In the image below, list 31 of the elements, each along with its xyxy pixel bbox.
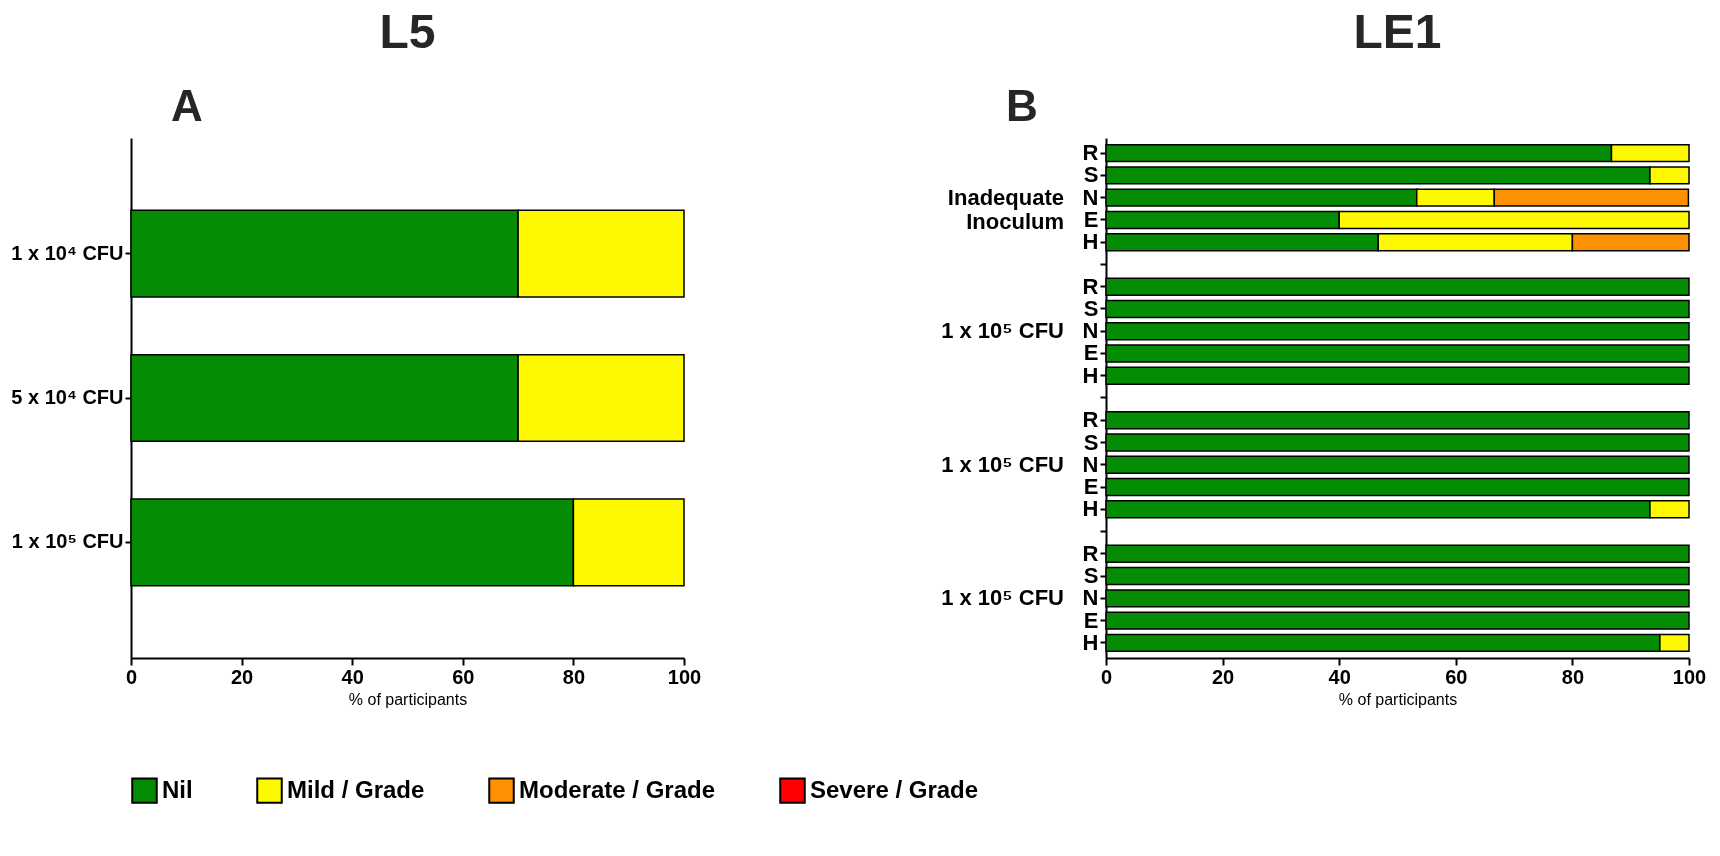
text: Inadequate Inoculum	[947, 184, 1064, 234]
x-tick-label: 100	[1672, 665, 1707, 688]
chart-subtitle: A	[171, 81, 203, 130]
x-tick-label: 40	[1328, 665, 1351, 688]
text: 1 x 10⁵ CFU	[941, 318, 1064, 344]
y-tick-label: H	[1082, 229, 1099, 255]
x-tick-label: 80	[1561, 665, 1585, 688]
x-axis-title: % of participants	[1338, 690, 1458, 708]
x-tick-label: 100	[667, 665, 702, 688]
y-tick-label: R	[1082, 540, 1099, 566]
x-tick-label: 40	[341, 665, 364, 688]
legend-label: Severe / Grade	[810, 775, 979, 803]
legend-label: Moderate / Grade	[519, 775, 716, 803]
x-tick-label: 80	[562, 665, 586, 688]
legend-label: Nil	[162, 775, 193, 803]
x-tick-label: 0	[1100, 665, 1113, 688]
legend-label: Mild / Grade	[287, 775, 425, 803]
y-tick-label: 5 x 10⁴ CFU	[11, 386, 124, 408]
x-tick-label: 60	[452, 665, 475, 688]
x-axis-title: % of participants	[348, 690, 468, 708]
y-tick-label: 1 x 10⁴ CFU	[11, 241, 124, 264]
text: 1 x 10⁵ CFU	[941, 451, 1064, 477]
x-tick-label: 0	[125, 665, 138, 688]
x-tick-label: 20	[1211, 665, 1235, 688]
chart-subtitle: B	[1006, 81, 1038, 130]
y-tick-label: 1 x 10⁵ CFU	[11, 530, 124, 553]
x-tick-label: 20	[230, 665, 254, 688]
chart-title: LE1	[1353, 5, 1442, 58]
x-tick-label: 60	[1445, 665, 1468, 688]
chart-title: L5	[379, 5, 436, 58]
text: 1 x 10⁵ CFU	[941, 585, 1064, 611]
